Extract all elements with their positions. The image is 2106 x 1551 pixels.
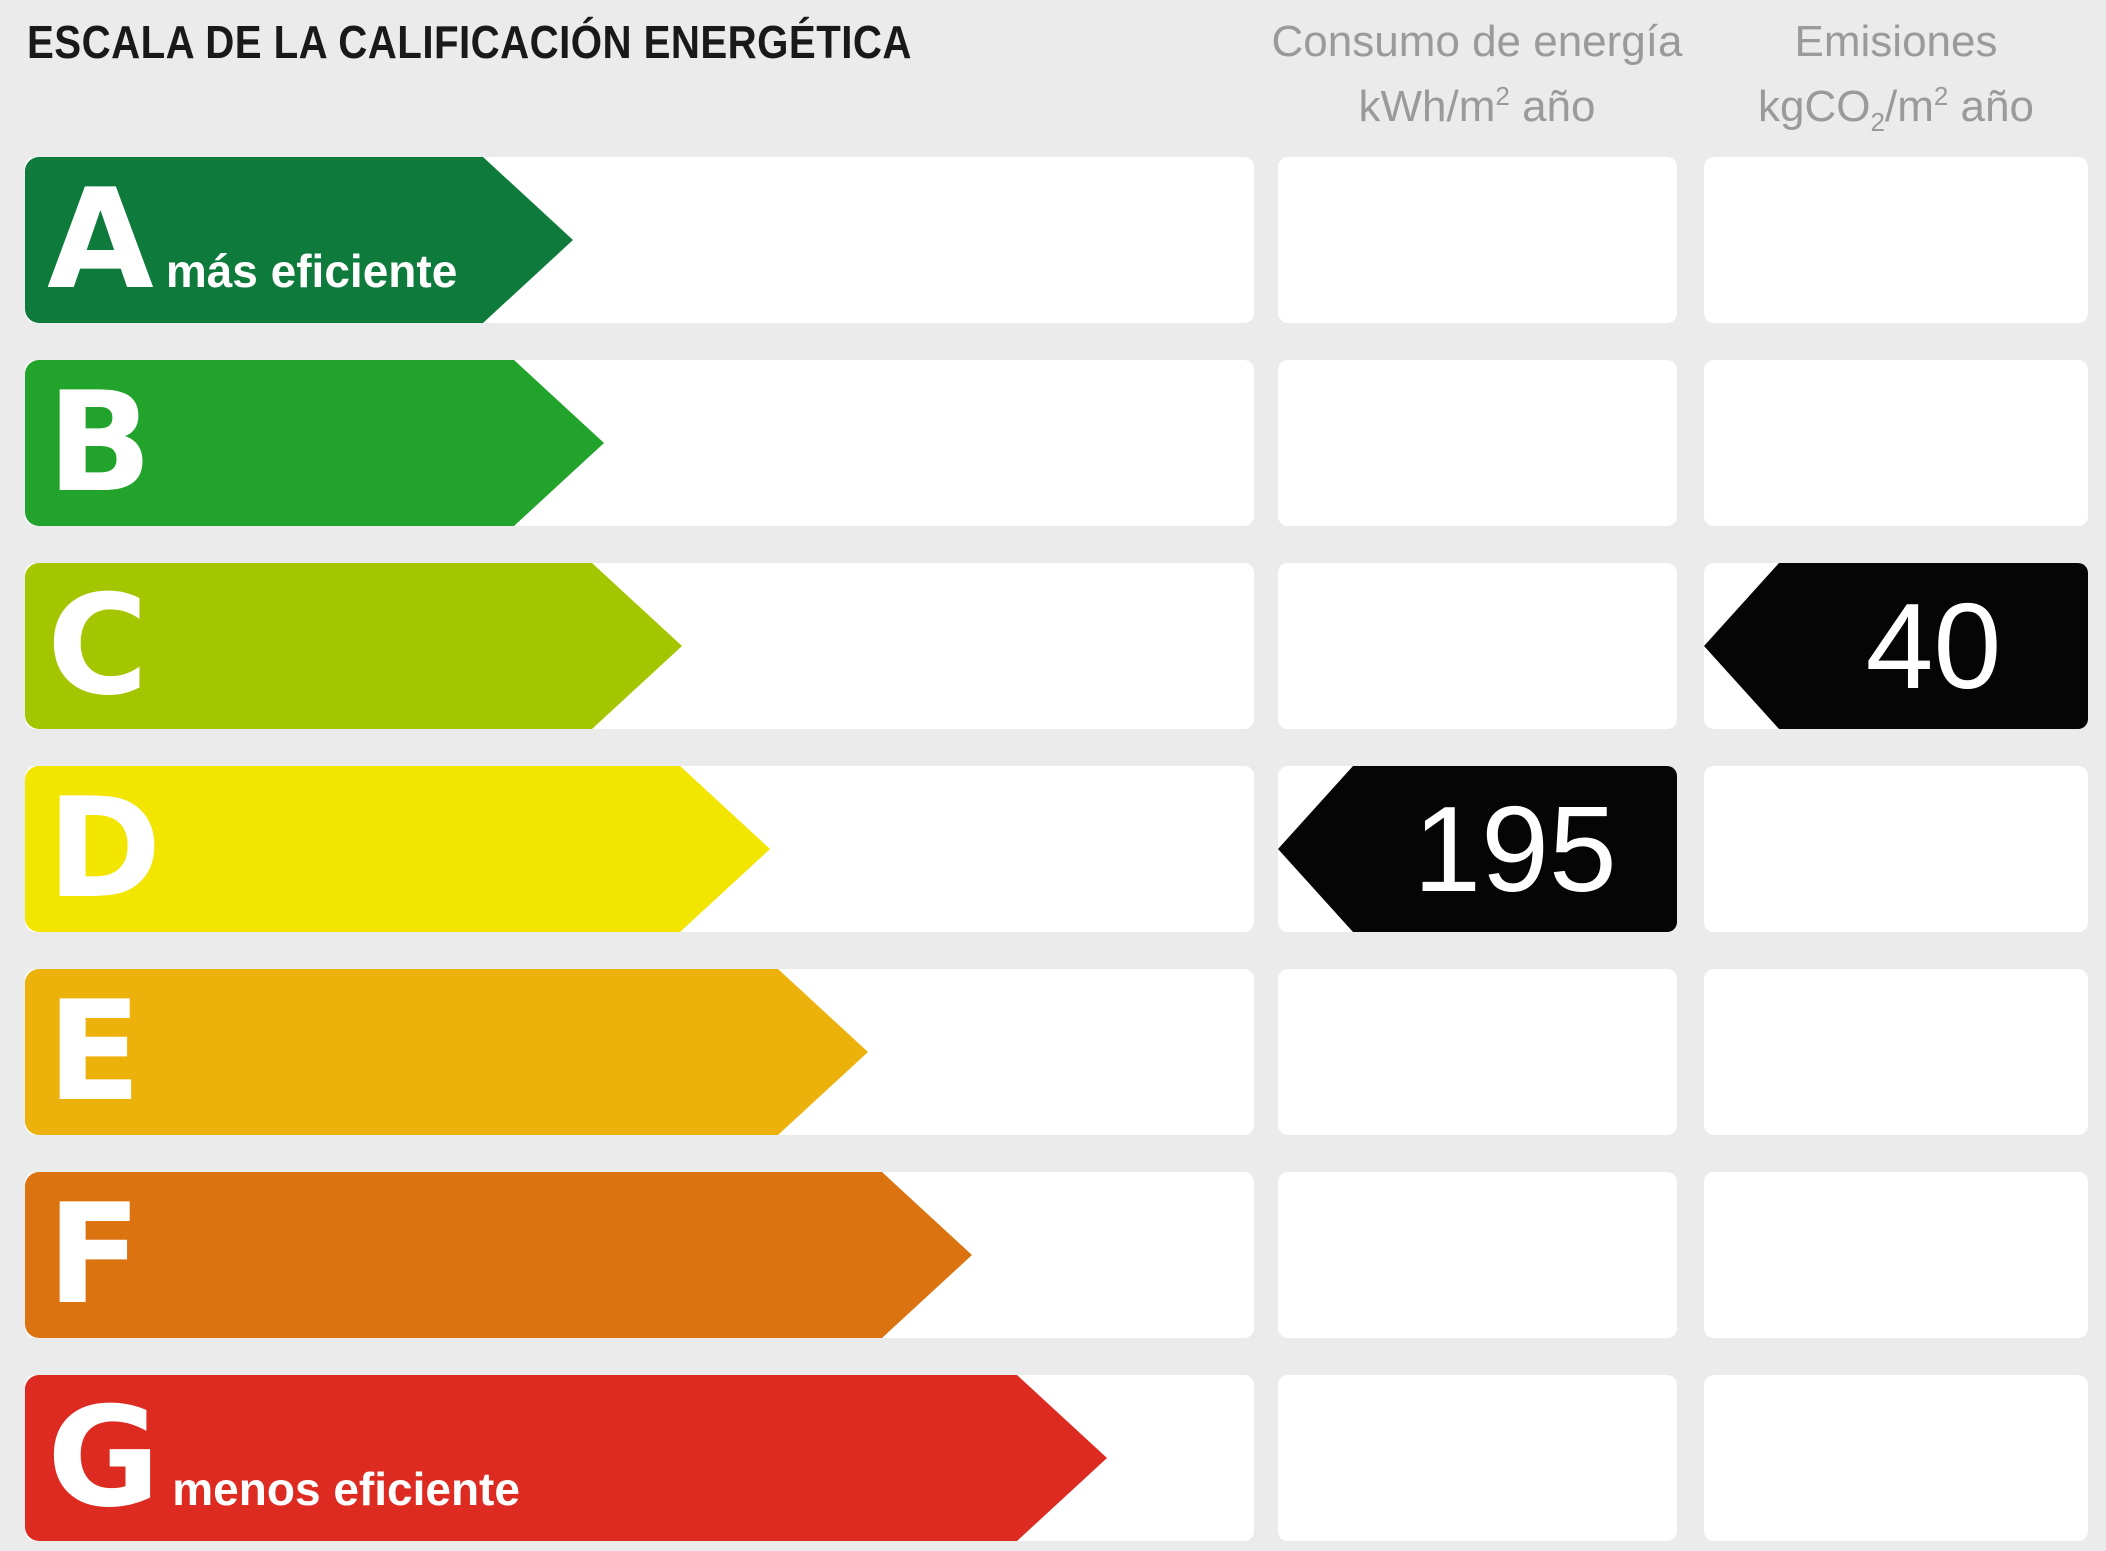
rating-letter: G [47, 1377, 161, 1538]
emisiones-cell [1704, 969, 2088, 1135]
value-arrow-head-icon [1278, 766, 1353, 932]
consumo-value-arrow: 195 [1278, 766, 1677, 932]
bar-arrow-head-icon [1017, 1375, 1107, 1541]
value-arrow-body: 40 [1779, 563, 2088, 729]
consumo-value: 195 [1413, 781, 1617, 917]
rating-letter: D [47, 768, 162, 929]
rating-bar-body: G menos eficiente [25, 1375, 1017, 1541]
consumo-cell [1278, 1375, 1677, 1541]
rating-row-b: B [0, 360, 2106, 526]
rating-label: menos eficiente [172, 1463, 520, 1515]
rating-letter: A [47, 159, 154, 320]
emisiones-value: 40 [1865, 578, 2002, 714]
consumo-cell [1278, 360, 1677, 526]
emisiones-cell [1704, 1172, 2088, 1338]
rating-row-c: C 40 [0, 563, 2106, 729]
emisiones-cell [1704, 766, 2088, 932]
rating-bar-e: E [25, 969, 868, 1135]
value-arrow-body: 195 [1353, 766, 1677, 932]
consumo-cell [1278, 157, 1677, 323]
rating-bar-c: C [25, 563, 682, 729]
rating-bar-body: B [25, 360, 514, 526]
emisiones-cell [1704, 1375, 2088, 1541]
rating-bar-body: E [25, 969, 778, 1135]
rating-row-a: A más eficiente [0, 157, 2106, 323]
column-header-emisiones: Emisiones kgCO2/m2 año [1636, 14, 2106, 150]
rating-row-g: G menos eficiente [0, 1375, 2106, 1541]
consumo-cell: 195 [1278, 766, 1677, 932]
emisiones-cell [1704, 157, 2088, 323]
bar-arrow-head-icon [592, 563, 682, 729]
rating-bar-f: F [25, 1172, 972, 1338]
bar-arrow-head-icon [882, 1172, 972, 1338]
emisiones-header-name: Emisiones [1794, 17, 1998, 66]
page-title: ESCALA DE LA CALIFICACIÓN ENERGÉTICA [27, 16, 912, 68]
rating-row-e: E [0, 969, 2106, 1135]
emisiones-cell [1704, 360, 2088, 526]
consumo-header-unit: kWh/m2 año [1358, 81, 1596, 131]
rating-letter: C [47, 565, 149, 726]
bar-arrow-head-icon [483, 157, 573, 323]
rating-bar-g: G menos eficiente [25, 1375, 1107, 1541]
rating-row-f: F [0, 1172, 2106, 1338]
emisiones-value-arrow: 40 [1704, 563, 2088, 729]
emisiones-header-unit: kgCO2/m2 año [1758, 81, 2034, 137]
rating-bar-body: D [25, 766, 680, 932]
rating-letter: F [47, 1174, 142, 1335]
bar-arrow-head-icon [514, 360, 604, 526]
rating-bar-b: B [25, 360, 604, 526]
consumo-cell [1278, 969, 1677, 1135]
emisiones-cell: 40 [1704, 563, 2088, 729]
consumo-cell [1278, 1172, 1677, 1338]
rating-bar-body: A más eficiente [25, 157, 483, 323]
column-header-consumo: Consumo de energía kWh/m2 año [1217, 14, 1737, 134]
rating-bar-body: C [25, 563, 592, 729]
consumo-header-name: Consumo de energía [1271, 17, 1683, 66]
rating-bar-body: F [25, 1172, 882, 1338]
rating-bar-a: A más eficiente [25, 157, 573, 323]
bar-arrow-head-icon [778, 969, 868, 1135]
rating-label: más eficiente [165, 245, 458, 297]
rating-row-d: D 195 [0, 766, 2106, 932]
rating-letter: E [47, 971, 142, 1132]
consumo-cell [1278, 563, 1677, 729]
value-arrow-head-icon [1704, 563, 1779, 729]
rating-letter: B [47, 362, 153, 523]
bar-arrow-head-icon [680, 766, 770, 932]
rating-bar-d: D [25, 766, 770, 932]
